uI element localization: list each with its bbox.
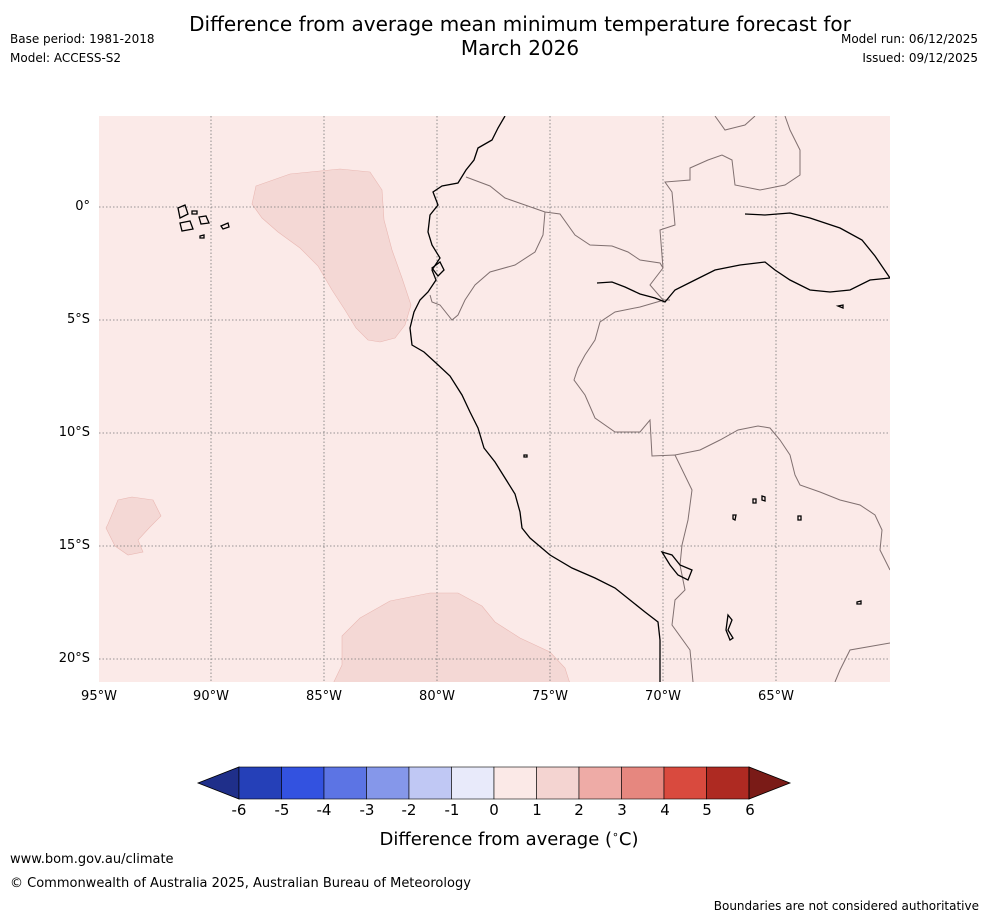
footer-disclaimer: Boundaries are not considered authoritat… — [713, 899, 979, 913]
colorbar-segment — [408, 766, 452, 800]
lat-label: 15°S — [58, 538, 90, 553]
coastlines — [177, 116, 890, 682]
colorbar-segment — [323, 766, 367, 800]
colorbar-segment — [621, 766, 665, 800]
colorbar-tick: -2 — [401, 801, 417, 819]
colorbar-tick: -3 — [359, 801, 375, 819]
lon-label: 65°W — [758, 689, 794, 704]
colorbar-tick: -4 — [316, 801, 332, 819]
lon-label: 90°W — [193, 689, 229, 704]
lat-label: 0° — [75, 199, 90, 214]
colorbar-segment — [238, 766, 282, 800]
colorbar-tick: 0 — [489, 801, 499, 819]
colorbar-tick: -6 — [231, 801, 247, 819]
colorbar — [196, 766, 792, 800]
lon-label: 95°W — [81, 689, 117, 704]
model-name: Model: ACCESS-S2 — [10, 51, 122, 65]
title-line-1: Difference from average mean minimum tem… — [189, 12, 851, 36]
footer-url: www.bom.gov.au/climate — [10, 852, 174, 867]
issued-date: Issued: 09/12/2025 — [862, 51, 978, 65]
colorbar-tick: -1 — [444, 801, 460, 819]
lat-label: 10°S — [58, 425, 90, 440]
lat-label: 5°S — [66, 312, 90, 327]
colorbar-segment — [663, 766, 707, 800]
title-line-2: March 2026 — [460, 36, 580, 60]
colorbar-segment — [366, 766, 410, 800]
map-background — [99, 116, 890, 682]
colorbar-tick: 1 — [532, 801, 542, 819]
base-period: Base period: 1981-2018 — [10, 32, 155, 46]
colorbar-tick: 5 — [702, 801, 712, 819]
anomaly-patch-south — [333, 592, 570, 682]
colorbar-segment — [281, 766, 325, 800]
lon-label: 75°W — [532, 689, 568, 704]
colorbar-segment — [451, 766, 495, 800]
colorbar-segment — [578, 766, 622, 800]
degree-symbol: ∘ — [612, 828, 619, 841]
anomaly-patch-galapagos-west — [251, 168, 412, 343]
colorbar-tick: 2 — [574, 801, 584, 819]
model-run: Model run: 06/12/2025 — [840, 32, 978, 46]
colorbar-tick: -5 — [274, 801, 290, 819]
lat-label: 20°S — [58, 651, 90, 666]
lon-label: 70°W — [645, 689, 681, 704]
colorbar-label: Difference from average (∘C) — [379, 828, 639, 850]
colorbar-segment — [493, 766, 537, 800]
colorbar-segment — [536, 766, 580, 800]
graticule — [99, 116, 890, 682]
colorbar-tick: 3 — [617, 801, 627, 819]
country-borders — [429, 116, 890, 682]
lon-label: 80°W — [419, 689, 455, 704]
footer-copyright: © Commonwealth of Australia 2025, Austra… — [10, 876, 471, 891]
chart-title: Difference from average mean minimum tem… — [0, 12, 988, 60]
colorbar-tick: 6 — [745, 801, 755, 819]
colorbar-extend-low — [196, 766, 240, 800]
colorbar-extend-high — [748, 766, 792, 800]
colorbar-tick: 4 — [660, 801, 670, 819]
lon-label: 85°W — [306, 689, 342, 704]
anomaly-patch-southwest — [105, 496, 162, 556]
colorbar-segment — [706, 766, 750, 800]
